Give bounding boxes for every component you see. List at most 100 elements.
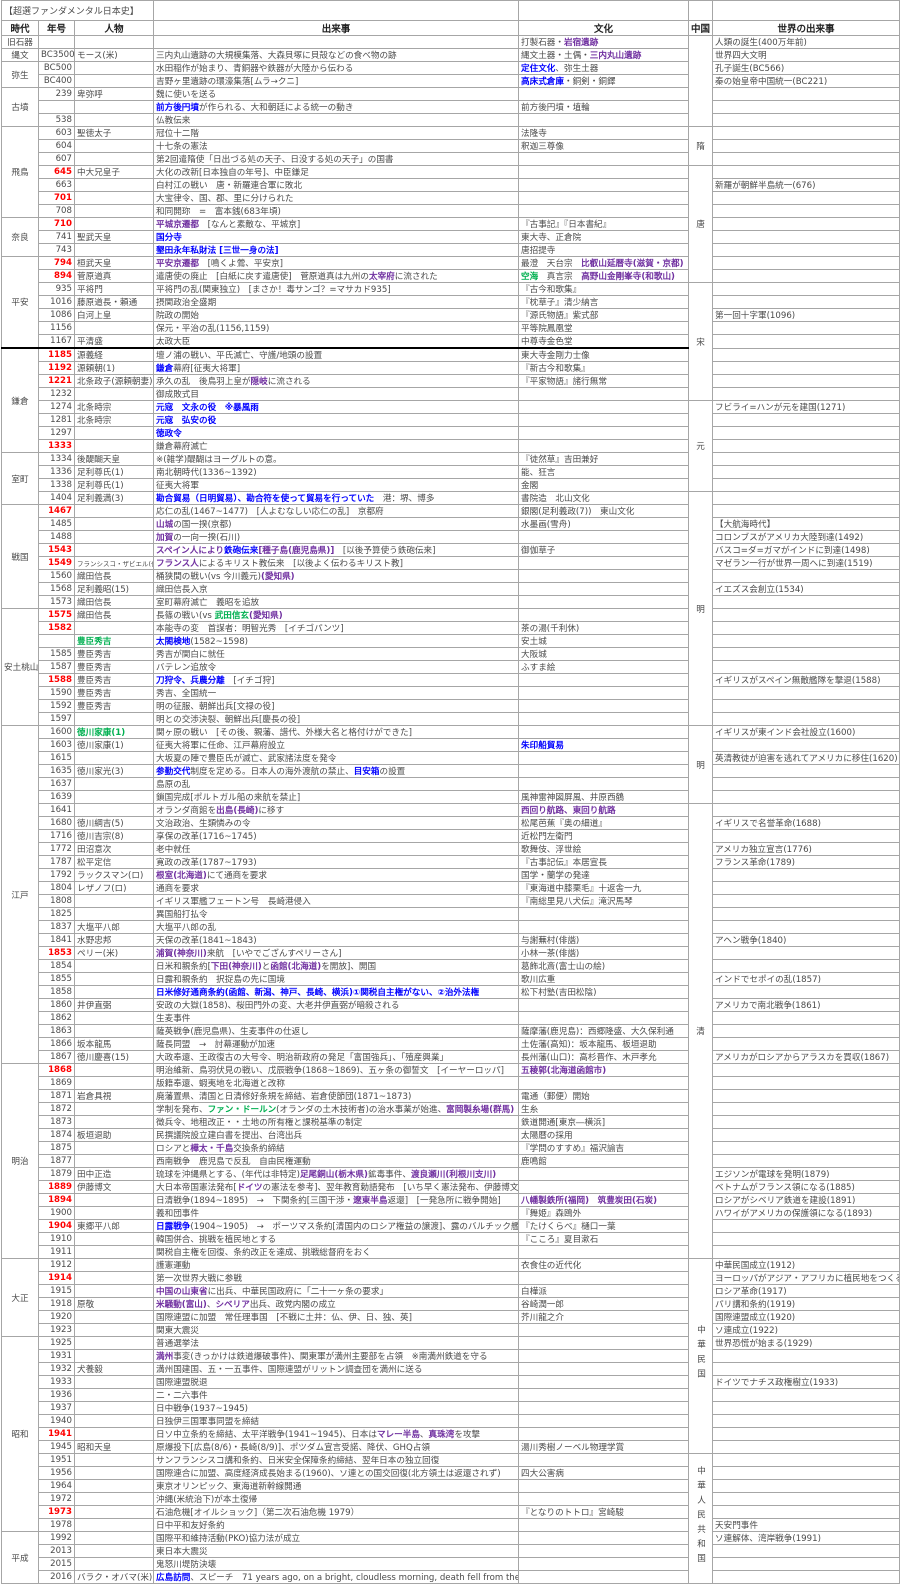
culture-cell <box>518 1180 689 1194</box>
person-cell <box>74 907 154 921</box>
event-cell: 廃藩置県、清国と日清修好条規を締結、岩倉使節団(1871~1873) <box>153 1089 519 1103</box>
year-cell: 701 <box>38 191 75 205</box>
world-event-cell <box>712 1089 900 1103</box>
era-cell: 大正 <box>1 1258 39 1337</box>
dynasty-label: 清 <box>696 1027 705 1037</box>
event-cell: 院政の開始 <box>153 308 519 322</box>
world-event-cell: 孔子誕生(BC566) <box>712 61 900 75</box>
event-cell: 義和団事件 <box>153 1206 519 1220</box>
event-cell: 大政奉還、王政復古の大号令、明治新政府の発足「富国強兵」、「殖産興業」 <box>153 1050 519 1064</box>
world-event-cell <box>712 139 900 153</box>
event-cell: 桶狭間の戦い(vs 今川義元)(愛知県) <box>153 569 519 583</box>
text-segment: 高野山金剛峯寺(和歌山) <box>581 272 675 282</box>
table-row: 1937 日中戦争(1937~1945) <box>2 1401 900 1415</box>
year-cell: 538 <box>38 113 75 127</box>
world-event-cell <box>712 478 900 492</box>
event-cell: 満州国建国、五・一五事件、国際連盟がリットン調査団を満州に送る <box>153 1362 519 1376</box>
dynasty-label: 元 <box>696 442 705 452</box>
culture-cell <box>518 1076 689 1090</box>
text-segment: 交換条約締結 <box>233 1144 285 1154</box>
text-segment: 五稜郭(北海道函館市) <box>521 1066 607 1076</box>
table-row: 1914 第一次世界大戦に参戦 ヨーロッパがアジア・アフリカに植民地をつくる <box>2 1271 900 1285</box>
culture-cell: 釈迦三尊像 <box>518 139 689 153</box>
text-segment: 太宰府 <box>368 272 395 282</box>
world-event-cell <box>712 764 900 778</box>
table-row: 1560 織田信長 桶狭間の戦い(vs 今川義元)(愛知県) <box>2 569 900 583</box>
person-cell <box>74 178 154 192</box>
year-cell: 1167 <box>38 334 75 349</box>
text-segment: 、 <box>206 1300 216 1310</box>
world-event-cell <box>712 1505 900 1519</box>
sheet-title: 【超選ファンダメンタル日本史】 <box>1 0 154 21</box>
event-cell: サンフランシスコ講和条約、日米安全保障条約締結、翌年日本の独立回復 <box>153 1453 519 1467</box>
culture-cell <box>518 165 689 179</box>
event-cell: 徴兵令、地租改正・・土地の所有権と課税基準の制定 <box>153 1115 519 1129</box>
year-cell: 1792 <box>38 868 75 882</box>
year-cell <box>38 35 75 49</box>
culture-cell: 歌舞伎、浮世絵 <box>518 842 689 856</box>
culture-cell: 『古今和歌集』 <box>518 282 689 296</box>
world-event-cell <box>712 1349 900 1363</box>
text-segment: 勘合貿易（日明貿易）、勘合符を使って貿易を行っていた <box>156 494 375 504</box>
culture-cell: 谷崎潤一郎 <box>518 1297 689 1311</box>
world-event-cell <box>712 829 900 843</box>
event-cell: 保元・平治の乱(1156,1159) <box>153 321 519 335</box>
year-cell: 1274 <box>38 400 75 414</box>
event-cell: 平将門の乱(関東独立) [まさか！毒サンゴ？=マサカド935] <box>153 282 519 296</box>
event-cell: 享保の改革(1716~1745) <box>153 829 519 843</box>
culture-cell <box>518 556 689 570</box>
event-cell: 加賀の一向一揆(石川) <box>153 530 519 544</box>
culture-cell: 電通（郵便）開始 <box>518 1089 689 1103</box>
text-segment: 渡良瀬川(利根川支川) <box>410 1170 497 1180</box>
world-event-cell: イギリスで名誉革命(1688) <box>712 816 900 830</box>
event-cell: 薩英戦争(鹿児島県)、生麦事件の仕返し <box>153 1024 519 1038</box>
world-event-cell <box>712 647 900 661</box>
dynasty-label: 中華民国 <box>695 1325 706 1384</box>
year-cell: 1297 <box>38 426 75 440</box>
culture-cell <box>518 1531 689 1545</box>
text-segment: スペイン人により <box>156 546 224 556</box>
table-row: 1854 日米和親条約[下田(神奈川)と函館(北海道)を開放]、開国 葛飾北斎(富士… <box>2 959 900 973</box>
table-row: 1716 徳川吉宗(8) 享保の改革(1716~1745) 近松門左衛門 <box>2 829 900 843</box>
culture-cell <box>518 204 689 218</box>
person-cell: ラックスマン(ロ) <box>74 868 154 882</box>
person-cell: フランシスコ・ザビエル(仏) <box>74 556 154 570</box>
culture-cell <box>518 699 689 713</box>
person-cell <box>74 1349 154 1363</box>
world-event-cell <box>712 1557 900 1571</box>
culture-cell: 『源氏物語』紫式部 <box>518 308 689 322</box>
year-cell: 663 <box>38 178 75 192</box>
world-event-cell: 中華民国成立(1912) <box>712 1258 900 1272</box>
text-segment: 平安京遷都 <box>156 259 199 269</box>
culture-cell: 空海 真言宗 高野山金剛峯寺(和歌山) <box>518 269 689 283</box>
world-event-cell <box>712 334 900 349</box>
person-cell: 卑弥呼 <box>74 87 154 101</box>
person-cell: 水野忠邦 <box>74 933 154 947</box>
culture-cell: 薩摩藩(鹿児島)：西郷隆盛、大久保利通 <box>518 1024 689 1038</box>
text-segment: 最澄 天台宗 <box>521 259 582 269</box>
world-event-cell <box>712 100 900 114</box>
table-row: 2015 鬼怒川堤防決壊 <box>2 1557 900 1571</box>
text-segment: 富岡製糸場(群馬) <box>446 1105 515 1115</box>
world-event-cell: 【大航海時代】 <box>712 517 900 531</box>
year-cell: 1914 <box>38 1271 75 1285</box>
world-event-cell <box>712 1414 900 1428</box>
year-cell: 1016 <box>38 295 75 309</box>
culture-cell: 『東海道中膝栗毛』十返舎一九 <box>518 881 689 895</box>
year-cell: 1860 <box>38 998 75 1012</box>
world-event-cell <box>712 1570 900 1584</box>
culture-cell <box>518 673 689 687</box>
person-cell: 豊臣秀吉 <box>74 699 154 713</box>
table-row: 1603 徳川家康(1) 征夷大将軍に任命、江戸幕府設立 朱印船貿易 <box>2 738 900 752</box>
china-dynasty-cell <box>688 35 713 127</box>
era-cell: 昭和 <box>1 1336 39 1532</box>
event-cell: 版籍奉還、蝦夷地を北海道と改称 <box>153 1076 519 1090</box>
table-row: 1588 豊臣秀吉 刀狩令、兵農分離 [イチゴ狩] イギリスがスペイン無敵艦隊を撃退(… <box>2 673 900 687</box>
world-event-cell <box>712 1401 900 1415</box>
culture-cell <box>518 569 689 583</box>
table-row: 708 和同開珎 = 富本銭(683年頃) <box>2 204 900 218</box>
world-event-cell: フビライ=ハンが元を建国(1271) <box>712 400 900 414</box>
table-row: 1192 源頼朝(1) 鎌倉幕府[征夷大将軍] 『新古今和歌集』 <box>2 361 900 375</box>
person-cell: レザノフ(ロ) <box>74 881 154 895</box>
text-segment: 空海 <box>521 272 539 282</box>
